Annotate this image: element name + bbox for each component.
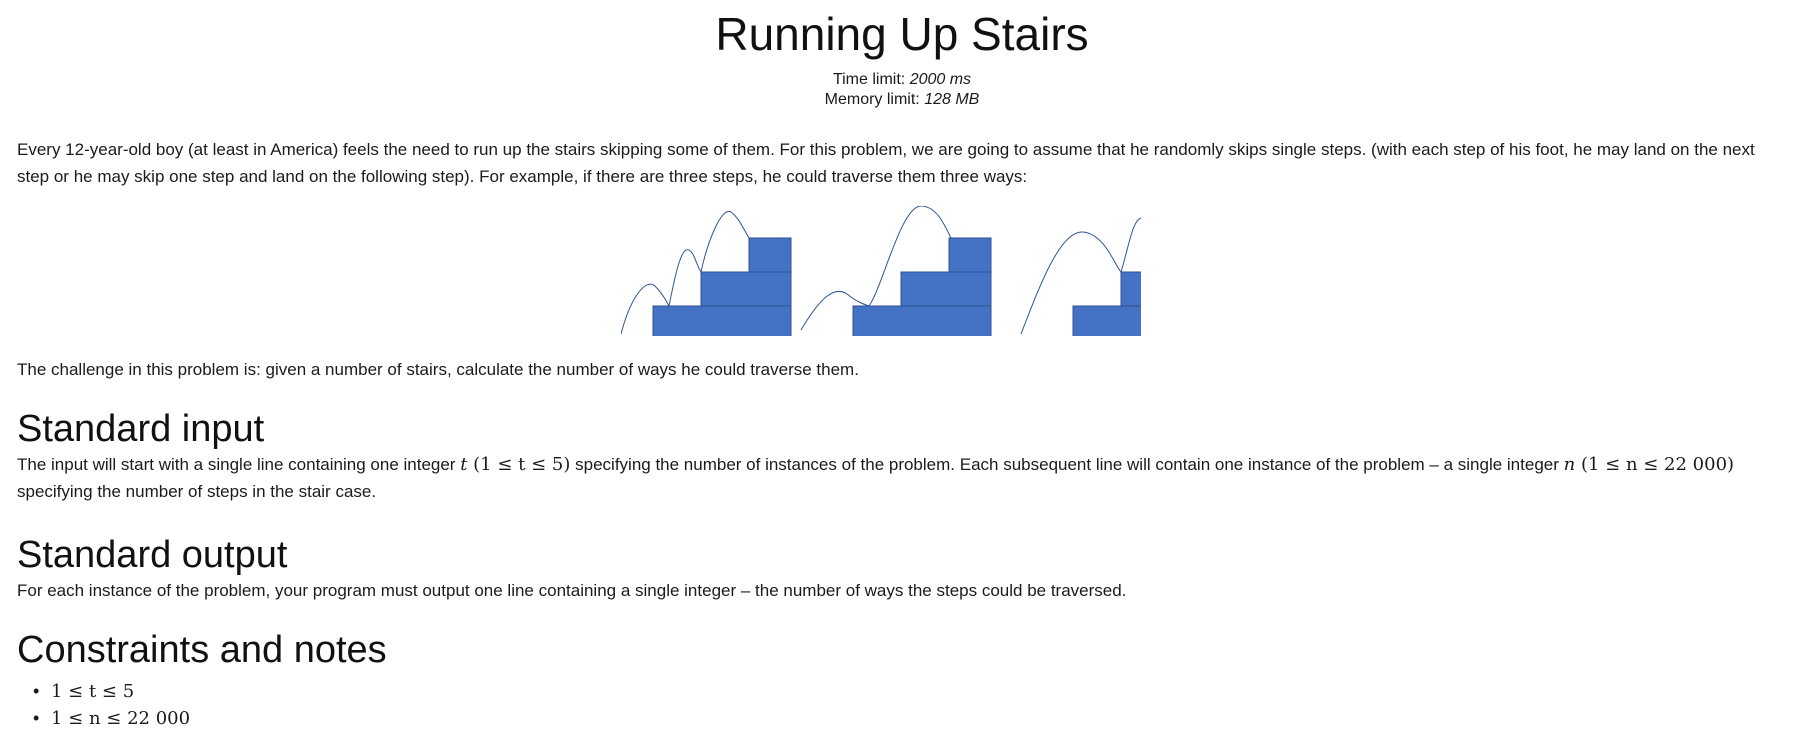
constraints-list: 1 ≤ t ≤ 5 1 ≤ n ≤ 22 000 [17, 678, 1787, 732]
problem-title: Running Up Stairs [715, 8, 1089, 60]
traverse-path-2 [800, 206, 952, 331]
stair-step-3 [948, 237, 992, 273]
traverse-path-1 [621, 211, 750, 335]
range-t: (1 ≤ t ≤ 5) [467, 454, 571, 475]
stair-step-2 [1120, 271, 1141, 307]
math-t: t (1 ≤ t ≤ 5) [460, 454, 570, 475]
input-text-3: specifying the number of steps in the st… [17, 482, 377, 501]
stair-step-1 [1072, 305, 1141, 336]
stairs-illustration [621, 206, 1141, 336]
memory-limit-value: 128 MB [924, 91, 980, 108]
stair-step-2 [700, 271, 792, 307]
statement-intro: Every 12-year-old boy (at least in Ameri… [17, 140, 1755, 186]
traverse-path-3 [1020, 217, 1141, 335]
problem-page: Running Up Stairs Time limit: 2000 ms Me… [17, 0, 1787, 732]
time-limit-value: 2000 ms [909, 71, 972, 88]
input-heading: Standard input [17, 408, 265, 450]
time-limit-label: Time limit: [832, 71, 906, 88]
memory-limit-label: Memory limit: [824, 91, 920, 108]
statement-challenge: The challenge in this problem is: given … [17, 360, 859, 379]
constraint-item: 1 ≤ t ≤ 5 [33, 678, 1787, 705]
stair-step-3 [748, 237, 792, 273]
stair-step-1 [652, 305, 792, 336]
input-text: The input will start with a single line … [17, 451, 1787, 505]
limits-block: Time limit: 2000 ms Memory limit: 128 MB [17, 70, 1787, 110]
var-n: n [1563, 454, 1576, 475]
constraint-item: 1 ≤ n ≤ 22 000 [33, 705, 1787, 732]
output-heading: Standard output [17, 534, 288, 576]
math-n: n (1 ≤ n ≤ 22 000) [1564, 454, 1734, 475]
stair-step-1 [852, 305, 992, 336]
stair-step-2 [900, 271, 992, 307]
range-n: (1 ≤ n ≤ 22 000) [1575, 454, 1735, 475]
constraints-heading: Constraints and notes [17, 629, 387, 671]
input-text-1: The input will start with a single line … [17, 455, 461, 474]
input-text-2: specifying the number of instances of th… [570, 455, 1564, 474]
memory-limit: Memory limit: 128 MB [17, 90, 1787, 110]
time-limit: Time limit: 2000 ms [17, 70, 1787, 90]
output-text: For each instance of the problem, your p… [17, 581, 1127, 600]
var-t: t [460, 454, 468, 475]
